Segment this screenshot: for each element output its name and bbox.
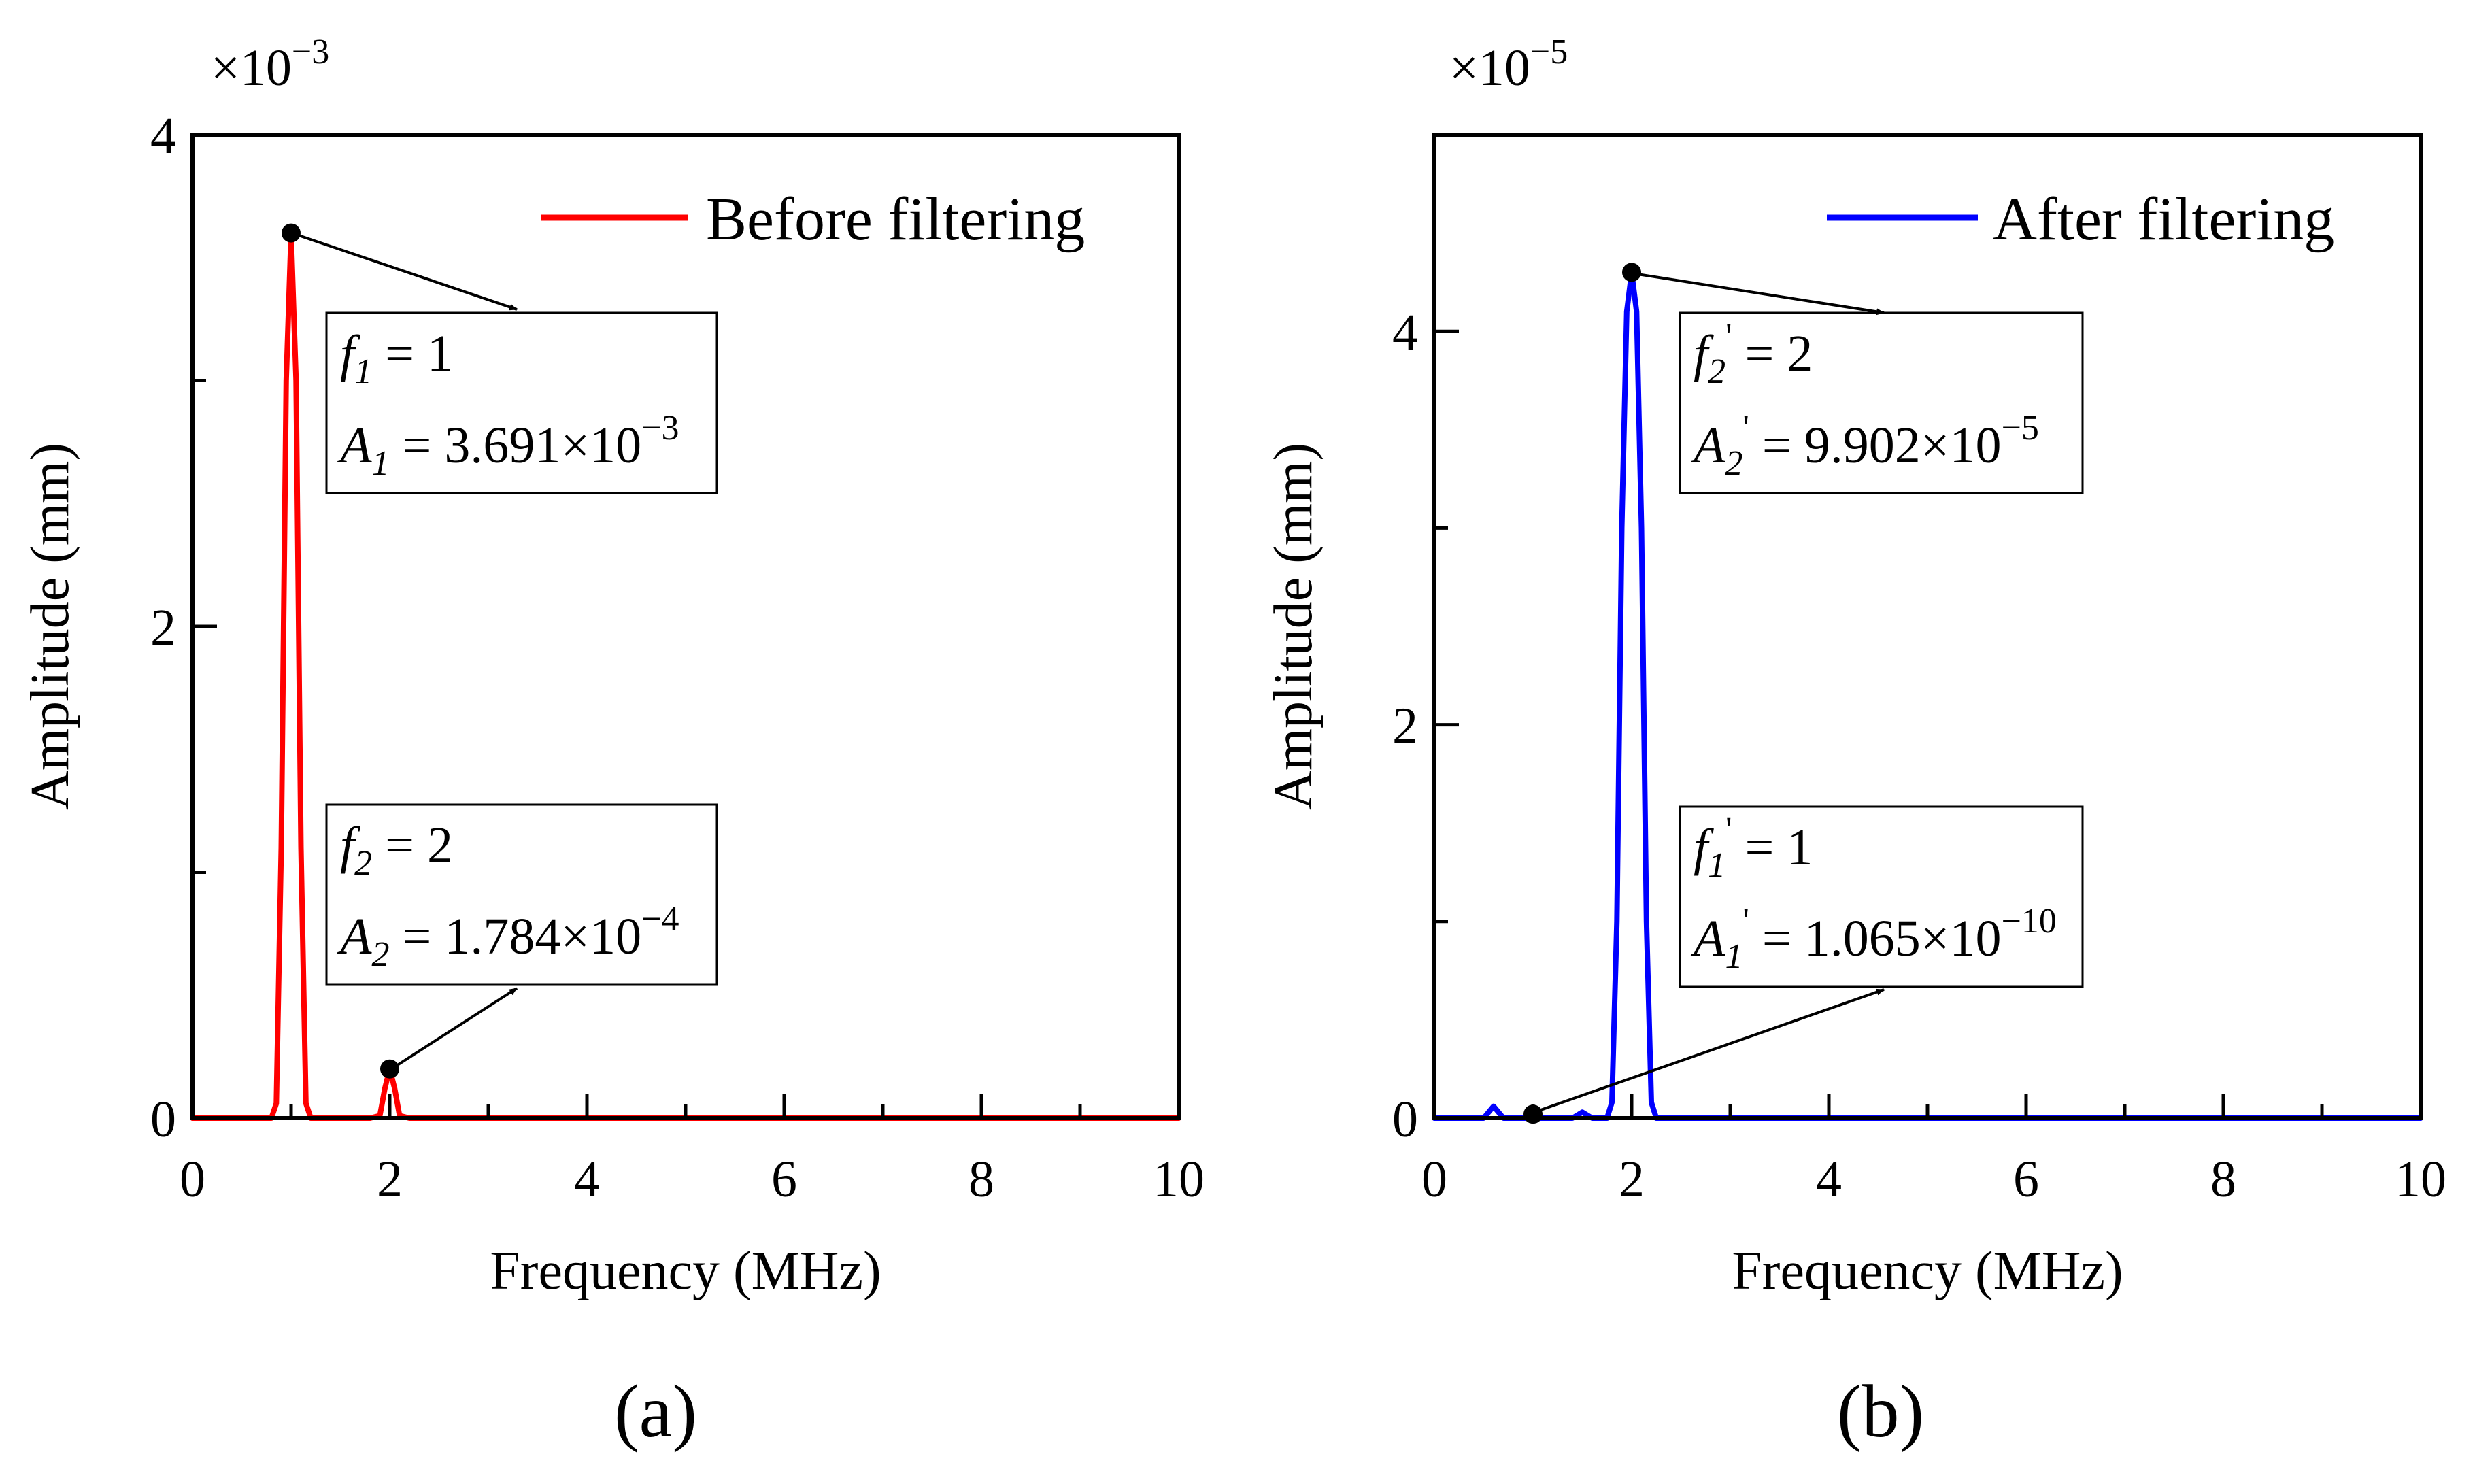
panel-b-ann1-line1: f2' = 2 xyxy=(1694,317,1813,391)
panel-a-x-axis-label: Frequency (MHz) xyxy=(490,1241,881,1301)
panel-b-ann1-var2: A xyxy=(1690,417,1725,474)
panel-a-peak-point-0 xyxy=(282,223,301,243)
panel-a-ann2-val1: 2 xyxy=(427,817,453,874)
panel-b-arrow-2 xyxy=(1532,988,1885,1114)
panel-a-ann2-sub2: 2 xyxy=(371,935,389,974)
panel-a-ann1-exp2: −3 xyxy=(641,409,679,448)
panel-a-ann1-eq2: = xyxy=(389,417,444,474)
panel-b-y-tick-label: 2 xyxy=(1392,698,1418,755)
panel-a-arrow-1 xyxy=(292,232,518,311)
panel-b-ann1-eq2: = xyxy=(1749,417,1804,474)
panel-a-y-tick-label: 4 xyxy=(150,107,176,165)
panel-b-y-axis-label: Amplitude (mm) xyxy=(1264,443,1324,810)
panel-a-ann1-line1: f1 = 1 xyxy=(340,325,453,391)
panel-b-ann2-line2: A1' = 1.065×10−10 xyxy=(1690,902,2057,976)
panel-a-y-multiplier-exp: −3 xyxy=(292,33,329,71)
panel-b-x-tick-label: 6 xyxy=(2013,1151,2039,1208)
panel-b-ann2-eq1: = xyxy=(1732,819,1787,876)
panel-a-ann1-line2: A1 = 3.691×10−3 xyxy=(337,409,679,483)
panel-a-x-tick-label: 4 xyxy=(574,1151,600,1208)
panel-b-y-multiplier-exp: −5 xyxy=(1530,33,1568,71)
panel-b-ann1-val1: 2 xyxy=(1787,325,1813,382)
panel-a-ann1-sub2: 1 xyxy=(371,444,389,483)
panel-a-ann1-var2: A xyxy=(337,417,372,474)
panel-b-x-tick-label: 8 xyxy=(2210,1151,2236,1208)
panel-b-ann1-sub1: 2 xyxy=(1708,352,1725,391)
panel-b-y-multiplier-base: ×10 xyxy=(1449,39,1530,97)
panel-b-ann2-exp2: −10 xyxy=(2002,902,2057,941)
panel-a-x-tick-label: 6 xyxy=(771,1151,797,1208)
panel-b-x-tick-label: 2 xyxy=(1619,1151,1645,1208)
panel-b-y-tick-label: 4 xyxy=(1392,304,1418,361)
panel-b-x-tick-label: 4 xyxy=(1816,1151,1842,1208)
panel-a-x-tick-label: 2 xyxy=(377,1151,403,1208)
panel-b-x-tick-label: 10 xyxy=(2395,1151,2446,1208)
panel-a-y-multiplier: ×10−3 xyxy=(211,33,329,97)
panel-b-ann2-line1: f1' = 1 xyxy=(1694,811,1813,885)
panel-a-ticks: 0 2 4 6 8 10 0 2 4 xyxy=(150,107,1205,1208)
panel-b-ticks: 0 2 4 6 8 10 0 2 4 xyxy=(1392,304,2446,1208)
panel-a-ann1-eq1: = xyxy=(372,325,427,382)
panel-a-y-tick-label: 2 xyxy=(150,599,176,656)
panel-b-ann1-sub2: 2 xyxy=(1725,444,1742,483)
panel-b-ann1-prime2: ' xyxy=(1742,409,1749,448)
panel-a-ann1-val1: 1 xyxy=(427,325,453,382)
panel-a-ann2-var2: A xyxy=(337,908,372,965)
panel-a-y-tick-label: 0 xyxy=(150,1091,176,1148)
panel-a-ann1-sub1: 1 xyxy=(354,352,372,391)
panel-b-legend-label: After filtering xyxy=(1993,186,2334,253)
panel-b-panel-label: (b) xyxy=(1837,1370,1924,1453)
panel-b-ann2-val1: 1 xyxy=(1787,819,1813,876)
panel-a-ann2-line2: A2 = 1.784×10−4 xyxy=(337,900,679,974)
panel-a-annotation-box-1 xyxy=(325,311,718,494)
panel-a-ann2-sub1: 2 xyxy=(354,844,372,883)
panel-a-ann2-val2: 1.784×10 xyxy=(444,908,641,965)
panel-a-arrow-2 xyxy=(390,987,518,1070)
panel-b-ann2-prime2: ' xyxy=(1742,902,1749,941)
panel-b-ann2-sub1: 1 xyxy=(1708,846,1725,885)
panel-a-panel-label: (a) xyxy=(614,1370,697,1453)
panel-b-ann1-prime1: ' xyxy=(1725,317,1732,356)
panel-b-ann1-line2: A2' = 9.902×10−5 xyxy=(1690,409,2039,483)
panel-a-ann2-eq2: = xyxy=(389,908,444,965)
panel-b-arrow-1 xyxy=(1632,272,1885,316)
panel-b-ann2-prime1: ' xyxy=(1725,811,1732,849)
panel-b-ann2-eq2: = xyxy=(1749,910,1804,967)
panel-a-x-tick-label: 10 xyxy=(1153,1151,1205,1208)
panel-b-ann1-val2: 9.902×10 xyxy=(1804,417,2002,474)
panel-b-annotation-box-1 xyxy=(1679,311,2084,494)
panel-a-marks xyxy=(190,223,1181,1121)
panel-b-annotation-box-2 xyxy=(1679,805,2084,988)
panel-b-ann2-sub2: 1 xyxy=(1725,937,1742,976)
panel-a-x-tick-label: 0 xyxy=(180,1151,205,1208)
panel-b-ann1-eq1: = xyxy=(1732,325,1787,382)
panel-a-peak-point-1 xyxy=(380,1059,399,1079)
panel-a-annotation-box-2 xyxy=(325,803,718,986)
panel-a-ann1-val2: 3.691×10 xyxy=(444,417,641,474)
panel-a-legend-label: Before filtering xyxy=(706,186,1085,253)
panel-b-y-tick-label: 0 xyxy=(1392,1091,1418,1148)
panel-a-x-tick-label: 8 xyxy=(969,1151,994,1208)
panel-a-ann2-eq1: = xyxy=(372,817,427,874)
panel-a-series-line-0 xyxy=(190,230,1181,1121)
panel-a-ann2-exp2: −4 xyxy=(641,900,679,939)
panel-a-y-multiplier-base: ×10 xyxy=(211,39,292,97)
panel-b-y-multiplier: ×10−5 xyxy=(1449,33,1568,97)
panel-b-ann2-var2: A xyxy=(1690,910,1725,967)
panel-a-y-axis-label: Amplitude (mm) xyxy=(20,443,80,810)
panel-b-x-tick-label: 0 xyxy=(1421,1151,1447,1208)
panel-b-peak-point-0 xyxy=(1622,263,1641,282)
panel-b-x-axis-label: Frequency (MHz) xyxy=(1732,1241,2123,1301)
panel-b-ann2-val2: 1.065×10 xyxy=(1804,910,2002,967)
panel-b-ann1-exp2: −5 xyxy=(2002,409,2039,448)
